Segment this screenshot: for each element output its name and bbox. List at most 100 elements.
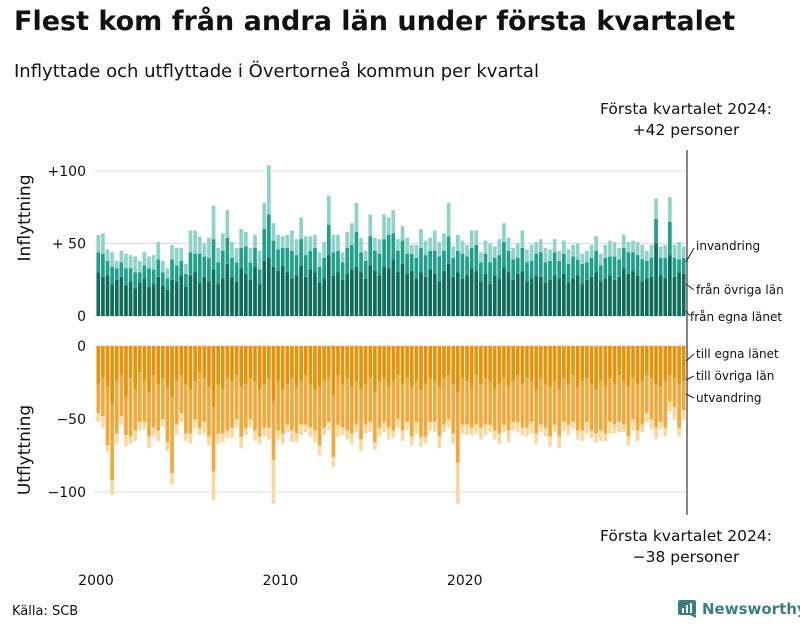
bar-utflytt-2 <box>506 430 511 443</box>
bar-utflytt-1 <box>234 375 239 419</box>
bar-utflytt-1 <box>446 375 451 419</box>
bar-inflytt-2 <box>534 242 539 254</box>
bar-inflytt-1 <box>442 250 446 272</box>
bar-utflytt-1 <box>598 381 603 431</box>
bar-utflytt-1 <box>285 383 290 425</box>
bar-inflytt-2 <box>105 249 110 261</box>
bar-inflytt-0 <box>156 276 161 316</box>
bar-utflytt-0 <box>589 346 594 384</box>
bar-inflytt-0 <box>635 275 640 316</box>
bar-utflytt-2 <box>677 427 681 437</box>
bar-inflytt-0 <box>114 279 119 316</box>
bar-inflytt-2 <box>529 244 534 261</box>
bar-utflytt-2 <box>520 427 525 436</box>
bar-utflytt-2 <box>382 421 386 433</box>
bar-utflytt-1 <box>635 383 640 431</box>
bar-inflytt-1 <box>529 260 534 279</box>
bar-utflytt-0 <box>170 346 174 398</box>
bar-utflytt-0 <box>552 346 557 382</box>
bar-utflytt-2 <box>363 424 368 434</box>
bar-inflytt-2 <box>386 217 391 235</box>
bar-utflytt-1 <box>225 378 230 431</box>
bar-inflytt-2 <box>437 242 442 257</box>
y-tick-label-bottom: −100 <box>48 485 86 501</box>
bar-inflytt-1 <box>239 247 244 269</box>
bar-utflytt-0 <box>400 346 405 384</box>
bar-inflytt-2 <box>488 243 492 263</box>
bar-utflytt-2 <box>179 413 184 422</box>
bar-utflytt-1 <box>211 407 216 472</box>
bar-inflytt-1 <box>165 278 170 290</box>
bar-utflytt-1 <box>257 389 262 437</box>
bar-inflytt-0 <box>589 276 594 316</box>
bar-inflytt-1 <box>225 237 230 264</box>
bar-utflytt-0 <box>603 346 608 387</box>
bar-utflytt-2 <box>133 430 138 441</box>
bar-utflytt-1 <box>170 397 174 474</box>
bar-inflytt-2 <box>257 250 262 270</box>
bar-utflytt-0 <box>488 346 492 382</box>
bar-inflytt-1 <box>446 236 451 264</box>
legend-label-top: invandring <box>696 239 760 253</box>
bar-utflytt-0 <box>658 346 663 387</box>
bar-inflytt-0 <box>644 278 649 316</box>
bar-inflytt-0 <box>133 288 138 316</box>
bar-utflytt-2 <box>589 430 594 438</box>
x-tick-label: 2000 <box>78 573 114 589</box>
bar-inflytt-0 <box>257 284 262 316</box>
bar-utflytt-2 <box>147 436 151 449</box>
bar-inflytt-2 <box>262 202 267 229</box>
bar-utflytt-1 <box>520 383 525 428</box>
bar-utflytt-1 <box>303 375 308 425</box>
bar-inflytt-1 <box>110 266 114 285</box>
bar-utflytt-0 <box>303 346 308 376</box>
bar-inflytt-0 <box>207 281 211 316</box>
bar-inflytt-2 <box>469 230 474 248</box>
bar-inflytt-0 <box>396 272 400 316</box>
bar-utflytt-2 <box>322 427 327 436</box>
bar-utflytt-2 <box>303 424 308 433</box>
bar-utflytt-0 <box>267 346 271 379</box>
bar-inflytt-2 <box>548 249 552 261</box>
bar-utflytt-2 <box>184 433 188 441</box>
bar-utflytt-1 <box>124 397 128 436</box>
bar-utflytt-1 <box>437 386 442 437</box>
bar-inflytt-2 <box>170 244 174 260</box>
bar-inflytt-0 <box>368 265 373 316</box>
brand-logo[interactable]: Newsworthy <box>678 600 800 618</box>
bar-utflytt-1 <box>640 381 645 425</box>
bar-inflytt-1 <box>382 239 386 267</box>
bar-utflytt-0 <box>405 346 409 379</box>
bar-inflytt-1 <box>575 259 580 276</box>
bar-inflytt-1 <box>557 260 562 279</box>
bar-inflytt-0 <box>668 255 672 316</box>
bar-utflytt-2 <box>308 427 313 437</box>
bar-utflytt-1 <box>580 381 585 431</box>
bar-inflytt-1 <box>663 258 668 279</box>
bar-utflytt-2 <box>552 424 557 433</box>
bar-utflytt-0 <box>460 346 465 379</box>
annotation-top-line1: Första kvartalet 2024: <box>600 100 772 118</box>
bar-utflytt-1 <box>133 389 138 431</box>
bar-inflytt-2 <box>354 202 359 232</box>
bar-utflytt-2 <box>488 424 492 433</box>
bar-inflytt-0 <box>354 266 359 316</box>
bar-inflytt-1 <box>492 258 497 276</box>
bar-utflytt-2 <box>617 421 622 433</box>
bar-inflytt-1 <box>562 253 566 274</box>
bar-inflytt-1 <box>377 253 382 276</box>
bar-utflytt-1 <box>428 378 433 422</box>
bar-utflytt-2 <box>635 430 640 441</box>
bar-inflytt-1 <box>612 256 617 280</box>
bar-inflytt-2 <box>151 255 156 270</box>
bar-utflytt-2 <box>446 419 451 428</box>
bar-inflytt-2 <box>313 234 317 248</box>
bar-utflytt-2 <box>234 419 239 428</box>
bar-utflytt-2 <box>492 430 497 440</box>
bar-inflytt-1 <box>257 269 262 285</box>
bar-utflytt-0 <box>423 346 428 384</box>
bar-inflytt-1 <box>644 260 649 279</box>
bar-utflytt-1 <box>649 378 654 419</box>
bar-inflytt-0 <box>529 278 534 316</box>
bar-utflytt-2 <box>160 419 165 427</box>
